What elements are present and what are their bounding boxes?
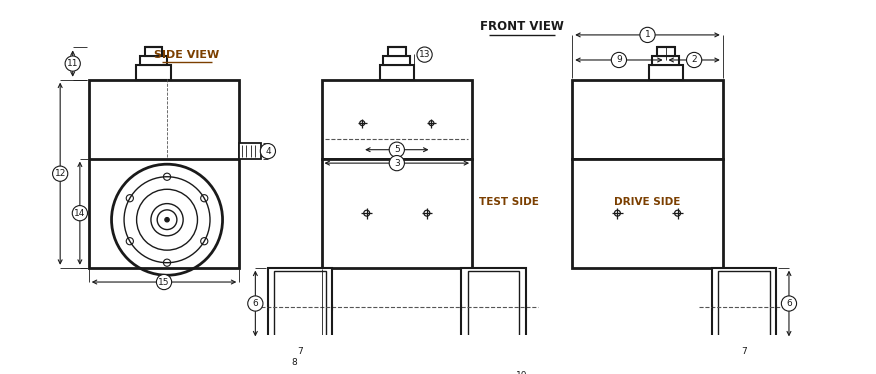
Bar bbox=[321, 80, 472, 159]
Bar bbox=[657, 47, 675, 55]
Text: 9: 9 bbox=[616, 55, 622, 64]
Text: 7: 7 bbox=[741, 347, 747, 356]
Bar bbox=[239, 143, 261, 159]
Bar bbox=[388, 47, 406, 55]
Text: 2: 2 bbox=[691, 55, 697, 64]
Circle shape bbox=[417, 47, 432, 62]
Circle shape bbox=[389, 142, 405, 157]
Circle shape bbox=[737, 344, 752, 359]
Text: 5: 5 bbox=[394, 145, 399, 154]
Bar bbox=[462, 268, 526, 339]
Bar bbox=[321, 159, 472, 268]
Text: 14: 14 bbox=[74, 209, 86, 218]
Text: 6: 6 bbox=[786, 299, 792, 308]
Circle shape bbox=[260, 144, 275, 159]
Text: 7: 7 bbox=[297, 347, 303, 356]
Text: 13: 13 bbox=[419, 50, 430, 59]
Text: 15: 15 bbox=[159, 278, 170, 286]
Text: 1: 1 bbox=[645, 30, 650, 39]
Circle shape bbox=[248, 296, 263, 311]
Text: FRONT VIEW: FRONT VIEW bbox=[480, 20, 564, 33]
Bar bbox=[88, 80, 239, 268]
Text: 6: 6 bbox=[252, 299, 258, 308]
Circle shape bbox=[165, 217, 169, 222]
Bar bbox=[718, 271, 770, 336]
Circle shape bbox=[65, 56, 81, 71]
Circle shape bbox=[53, 166, 67, 181]
Circle shape bbox=[389, 156, 405, 171]
Bar bbox=[468, 271, 519, 336]
Text: TEST SIDE: TEST SIDE bbox=[479, 197, 539, 207]
Circle shape bbox=[781, 296, 796, 311]
Text: 8: 8 bbox=[292, 358, 298, 367]
Bar bbox=[274, 271, 326, 336]
Circle shape bbox=[287, 355, 302, 370]
Circle shape bbox=[514, 368, 530, 374]
Bar bbox=[572, 159, 723, 268]
Text: DRIVE SIDE: DRIVE SIDE bbox=[614, 197, 681, 207]
Circle shape bbox=[611, 52, 626, 68]
Bar bbox=[648, 65, 682, 80]
Text: 12: 12 bbox=[54, 169, 66, 178]
Bar bbox=[137, 65, 171, 80]
Circle shape bbox=[72, 206, 88, 221]
Bar bbox=[712, 268, 776, 339]
Circle shape bbox=[293, 344, 307, 359]
Bar bbox=[140, 55, 167, 65]
Text: SIDE VIEW: SIDE VIEW bbox=[154, 50, 219, 60]
Circle shape bbox=[157, 275, 172, 289]
Text: 11: 11 bbox=[67, 59, 79, 68]
Bar bbox=[384, 55, 410, 65]
Bar bbox=[652, 55, 679, 65]
Circle shape bbox=[639, 27, 655, 43]
Text: 4: 4 bbox=[265, 147, 271, 156]
Bar bbox=[572, 80, 723, 159]
Bar bbox=[268, 268, 332, 339]
Bar bbox=[145, 47, 162, 55]
Bar bbox=[380, 65, 413, 80]
Text: 10: 10 bbox=[517, 371, 528, 374]
Circle shape bbox=[687, 52, 702, 68]
Text: 3: 3 bbox=[394, 159, 399, 168]
